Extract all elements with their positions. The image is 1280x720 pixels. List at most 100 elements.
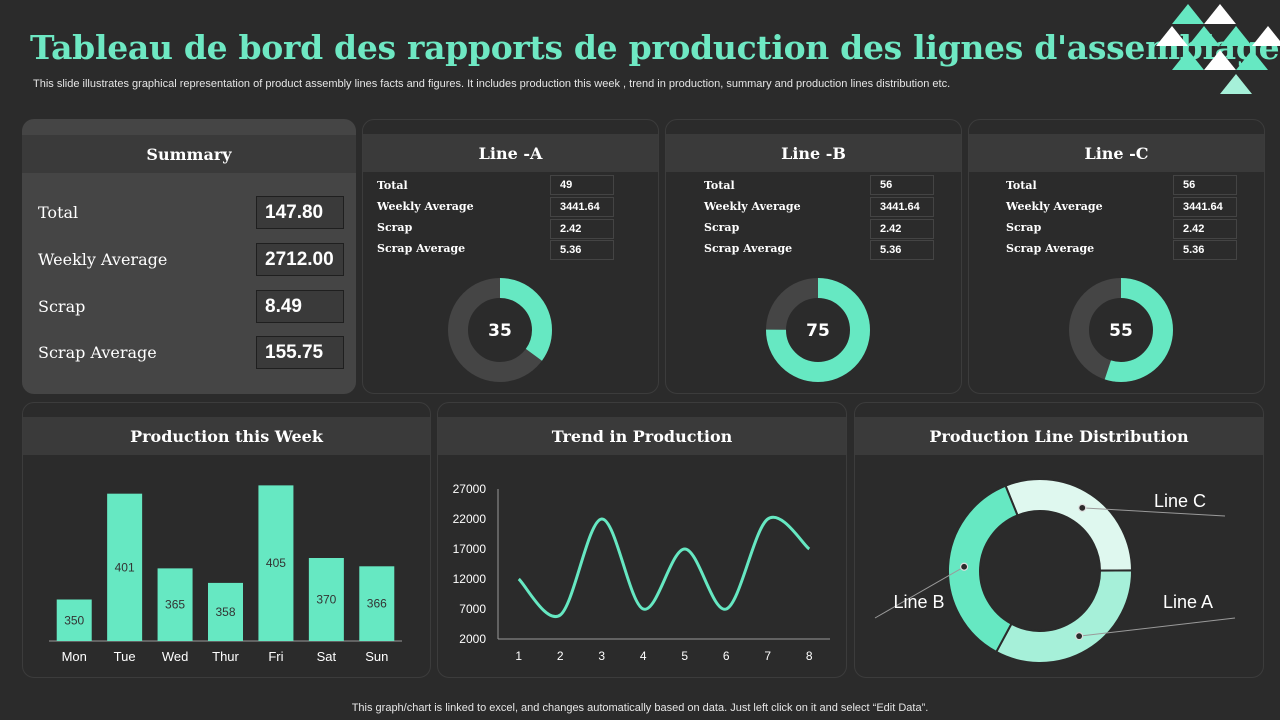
x-tick-label: 8: [806, 649, 813, 663]
production-week-title: Production this Week: [23, 417, 430, 455]
bar-data-label: 370: [316, 593, 336, 607]
summary-label: Total: [38, 203, 79, 222]
stat-label: Total: [377, 179, 408, 192]
trend-line-chart: 2000 7000 12000 17000 22000 27000 1 2 3 4 5 6 7 8: [453, 482, 830, 663]
x-tick-label: 4: [640, 649, 647, 663]
bar-data-label: 365: [165, 598, 185, 612]
summary-row-total: Total 147.80: [38, 196, 344, 229]
bar-category-label: Mon: [62, 649, 87, 664]
stat-label: Total: [704, 179, 735, 192]
line-c-donut-label: 55: [1109, 321, 1133, 341]
production-week-panel: Production this Week 350 Mon 401 Tue 365 Wed 3…: [22, 402, 431, 678]
summary-title: Summary: [22, 135, 356, 173]
x-tick-label: 2: [557, 649, 564, 663]
bar: [107, 493, 143, 641]
stat-value: 56: [1173, 175, 1237, 195]
trend-title: Trend in Production: [438, 417, 846, 455]
bar-data-label: 405: [266, 556, 286, 570]
donut-category-label: Line B: [893, 592, 944, 612]
stat-value: 49: [550, 175, 614, 195]
leader-line: [874, 566, 965, 619]
x-tick-label: 6: [723, 649, 730, 663]
line-b-donut: 75: [766, 278, 870, 382]
y-tick-label: 17000: [453, 542, 487, 556]
leader-dot: [1075, 632, 1084, 641]
stat-label: Weekly Average: [1006, 200, 1103, 213]
triangles-logo-icon: [1156, 4, 1280, 94]
summary-value: 147.80: [256, 196, 344, 229]
summary-row-scrap: Scrap 8.49: [38, 290, 344, 323]
page-title: Tableau de bord des rapports de producti…: [30, 28, 1280, 67]
summary-label: Scrap: [38, 297, 86, 316]
donut-slice: [1004, 478, 1134, 572]
x-tick-label: 1: [515, 649, 522, 663]
stat-label: Scrap: [1006, 221, 1042, 234]
stat-value: 5.36: [1173, 240, 1237, 260]
bar: [308, 558, 344, 641]
bar: [157, 568, 193, 641]
x-tick-label: 7: [764, 649, 771, 663]
line-b-title: Line -B: [666, 134, 961, 172]
line-b-panel: Line -B Total Weekly Average Scrap Scrap…: [665, 119, 962, 394]
stat-label: Scrap: [377, 221, 413, 234]
donut-category-label: Line A: [1163, 592, 1213, 612]
line-a-title: Line -A: [363, 134, 658, 172]
stat-value: 5.36: [550, 240, 614, 260]
line-c-donut: 55: [1069, 278, 1173, 382]
y-tick-label: 22000: [453, 512, 487, 526]
leader-line: [1082, 507, 1226, 517]
bar-category-label: Wed: [162, 649, 189, 664]
bar-data-label: 366: [367, 597, 387, 611]
stat-value: 2.42: [550, 219, 614, 239]
summary-row-weekly-average: Weekly Average 2712.00: [38, 243, 344, 276]
line-b-stats: Total Weekly Average Scrap Scrap Average: [704, 175, 801, 259]
stat-value: 2.42: [870, 219, 934, 239]
leader-line: [1079, 617, 1236, 637]
bar: [208, 582, 243, 641]
stat-label: Scrap Average: [1006, 242, 1095, 255]
stat-value: 3441.64: [870, 197, 934, 217]
distribution-title: Production Line Distribution: [855, 417, 1263, 455]
bar-category-label: Sun: [365, 649, 388, 664]
line-c-stats: Total Weekly Average Scrap Scrap Average: [1006, 175, 1103, 259]
line-a-donut-arc: [448, 278, 552, 382]
stat-label: Weekly Average: [377, 200, 474, 213]
line-a-panel: Line -A Total Weekly Average Scrap Scrap…: [362, 119, 659, 394]
donut-slice: [994, 569, 1133, 664]
stat-value: 3441.64: [1173, 197, 1237, 217]
leader-dot: [1078, 503, 1087, 512]
line-c-title: Line -C: [969, 134, 1264, 172]
line-a-donut: 35: [448, 278, 552, 382]
trend-panel: Trend in Production 2000 7000 12000 17000 22…: [437, 402, 847, 678]
x-tick-label: 5: [681, 649, 688, 663]
donut-slice: [947, 484, 1019, 654]
stat-label: Scrap: [704, 221, 740, 234]
bar-category-label: Thur: [212, 649, 239, 664]
stat-label: Scrap Average: [377, 242, 466, 255]
distribution-panel: Production Line Distribution Line C Line …: [854, 402, 1264, 678]
bar-category-label: Fri: [268, 649, 283, 664]
distribution-donut-chart: Line C Line A Line B: [874, 478, 1236, 664]
summary-label: Scrap Average: [38, 343, 157, 362]
stat-value: 5.36: [870, 240, 934, 260]
y-tick-label: 12000: [453, 572, 487, 586]
summary-panel: Summary Total 147.80 Weekly Average 2712…: [22, 119, 356, 394]
line-c-panel: Line -C Total Weekly Average Scrap Scrap…: [968, 119, 1265, 394]
line-b-donut-arc: [766, 278, 870, 382]
bar: [359, 566, 395, 641]
production-week-bar-chart: 350 Mon 401 Tue 365 Wed 358 Thur 405 Fri 370 Sat 366…: [49, 485, 402, 664]
bar: [56, 599, 92, 641]
bar-data-label: 358: [215, 605, 235, 619]
footer-note: This graph/chart is linked to excel, and…: [351, 702, 929, 714]
trend-series-line: [517, 515, 811, 619]
y-tick-label: 7000: [459, 602, 486, 616]
donut-category-label: Line C: [1154, 491, 1206, 511]
x-tick-label: 3: [598, 649, 605, 663]
y-tick-label: 2000: [459, 632, 486, 646]
line-a-donut-label: 35: [488, 321, 512, 341]
line-c-donut-arc: [1069, 278, 1173, 382]
bar: [258, 485, 294, 641]
stat-value: 3441.64: [550, 197, 614, 217]
leader-dot: [960, 562, 969, 571]
bar-category-label: Tue: [114, 649, 136, 664]
